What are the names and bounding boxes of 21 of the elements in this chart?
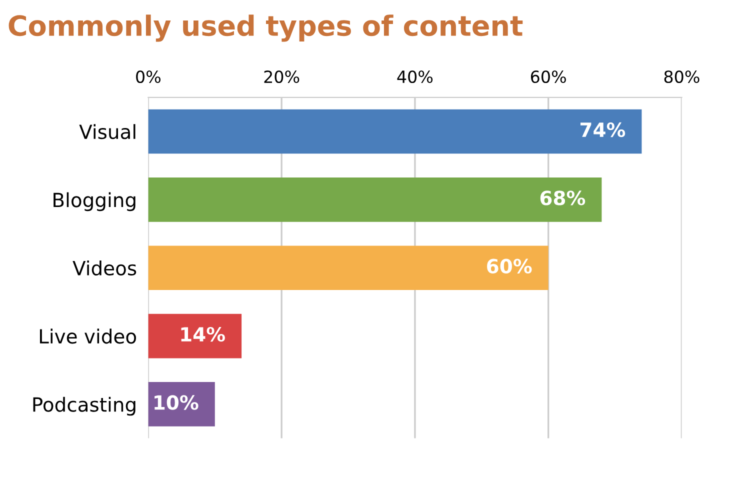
x-tick-label: 0% (136, 70, 160, 84)
data-label: 74% (580, 122, 626, 138)
bar (148, 314, 242, 358)
y-tick-label: Videos (72, 260, 136, 276)
data-label: 10% (154, 395, 198, 410)
y-tick-label: Visual (79, 124, 136, 140)
y-tick-label: Blogging (54, 192, 136, 212)
x-tick-label: 80% (664, 70, 700, 84)
data-label: 60% (487, 258, 532, 274)
bar (148, 109, 642, 154)
data-label: 68% (540, 190, 586, 206)
bar (148, 382, 215, 426)
x-tick-label: 60% (530, 70, 566, 84)
chart-title: Commonly used types of content (8, 14, 523, 42)
x-tick-label: 40% (397, 70, 433, 84)
bar (148, 178, 602, 222)
bar (148, 246, 548, 290)
data-label: 14% (181, 326, 225, 342)
y-tick-label: Live video (40, 328, 136, 344)
x-tick-label: 20% (264, 70, 300, 84)
y-tick-label: Podcasting (33, 396, 136, 416)
